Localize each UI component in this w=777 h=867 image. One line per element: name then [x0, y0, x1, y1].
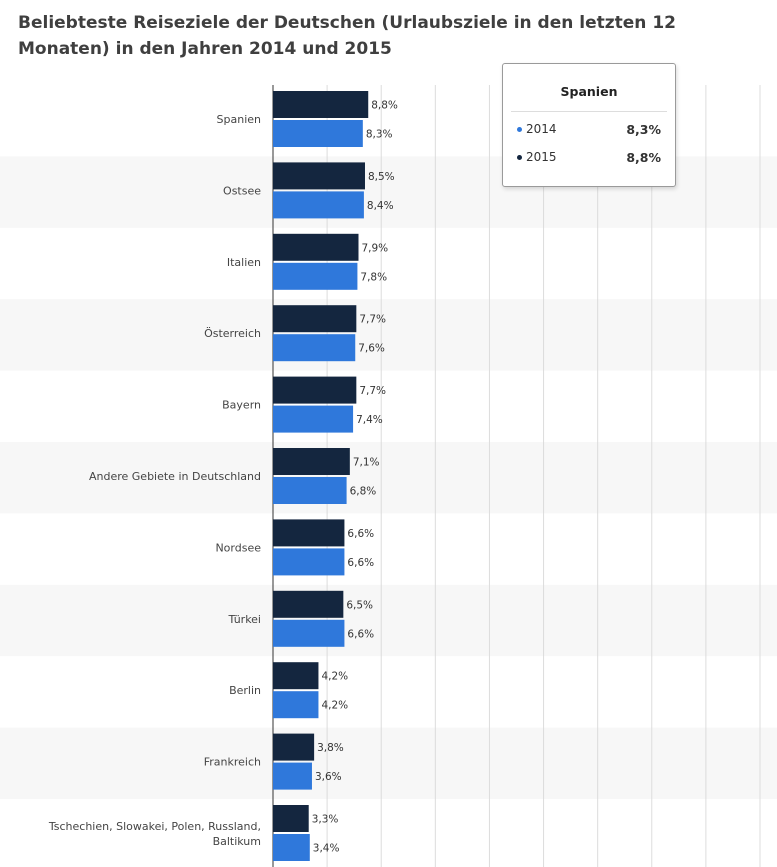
bar-2014: [273, 334, 356, 362]
row-band: [0, 299, 777, 371]
data-label-2015: 6,6%: [347, 528, 374, 540]
row-band: [0, 727, 777, 799]
bar-2014: [273, 191, 364, 219]
data-label-2014: 4,2%: [321, 700, 348, 712]
category-label: Tschechien, Slowakei, Polen, Russland, Ba…: [48, 820, 261, 848]
tooltip-series-value: 8,3%: [626, 122, 661, 137]
bar-2014: [273, 477, 347, 504]
data-label-2015: 6,5%: [346, 599, 373, 611]
data-label-2015: 7,1%: [353, 457, 380, 469]
data-label-2015: 4,2%: [321, 671, 348, 683]
category-label: Andere Gebiete in Deutschland: [89, 470, 261, 483]
tooltip-title: Spanien: [560, 84, 618, 99]
bar-2014: [273, 691, 319, 719]
row-band: [0, 584, 777, 657]
data-label-2014: 3,4%: [313, 843, 340, 855]
bar-2015: [273, 305, 357, 333]
data-label-2015: 3,3%: [312, 814, 339, 826]
tooltip-row-2015: 2015 8,8%: [517, 146, 661, 174]
data-label-2014: 7,4%: [356, 414, 383, 426]
bar-2015: [273, 733, 315, 761]
data-label-2014: 8,3%: [366, 129, 393, 141]
data-label-2015: 7,7%: [359, 314, 386, 326]
category-label: Österreich: [204, 327, 261, 340]
bar-2015: [273, 448, 350, 475]
tooltip-row-2014: 2014 8,3%: [517, 118, 661, 146]
category-label: Berlin: [229, 684, 261, 697]
category-label: Italien: [227, 256, 261, 269]
bar-2014: [273, 548, 345, 576]
row-band: [0, 442, 777, 514]
data-label-2014: 6,8%: [350, 486, 377, 498]
data-label-2014: 6,6%: [347, 557, 374, 569]
bar-2015: [273, 590, 344, 618]
data-label-2015: 8,8%: [371, 100, 398, 112]
data-label-2014: 7,6%: [358, 343, 385, 355]
data-label-2015: 3,8%: [317, 742, 344, 754]
category-label: Nordsee: [215, 541, 261, 554]
series-dot-icon: [517, 127, 522, 132]
data-label-2014: 8,4%: [367, 200, 394, 212]
data-label-2014: 7,8%: [360, 271, 387, 283]
tooltip-divider: [511, 111, 667, 112]
series-dot-icon: [517, 155, 522, 160]
data-label-2014: 6,6%: [347, 628, 374, 640]
category-label: Spanien: [217, 113, 262, 126]
category-label: Bayern: [222, 399, 261, 412]
bar-2014: [273, 120, 363, 147]
chart-tooltip: Spanien 2014 8,3% 2015 8,8%: [502, 63, 676, 187]
data-label-2015: 7,9%: [361, 242, 388, 254]
tooltip-series-name: 2015: [526, 150, 557, 164]
data-label-2014: 3,6%: [315, 771, 342, 783]
bar-2015: [273, 519, 345, 547]
bar-2015: [273, 805, 309, 832]
tooltip-series-value: 8,8%: [626, 150, 661, 165]
bar-2015: [273, 662, 319, 690]
category-label: Türkei: [227, 613, 261, 626]
data-label-2015: 8,5%: [368, 171, 395, 183]
chart-title: Beliebteste Reiseziele der Deutschen (Ur…: [18, 13, 676, 59]
bar-2015: [273, 376, 357, 404]
bar-2015: [273, 233, 359, 261]
bar-2014: [273, 262, 358, 290]
bar-2015: [273, 162, 365, 190]
bar-2014: [273, 619, 345, 647]
bar-2014: [273, 834, 310, 861]
category-label: Ostsee: [223, 184, 261, 197]
data-label-2015: 7,7%: [359, 385, 386, 397]
bar-2014: [273, 405, 354, 433]
tooltip-series-name: 2014: [526, 122, 557, 136]
bar-2014: [273, 762, 312, 790]
bar-2015: [273, 91, 369, 118]
category-label: Frankreich: [204, 756, 261, 769]
